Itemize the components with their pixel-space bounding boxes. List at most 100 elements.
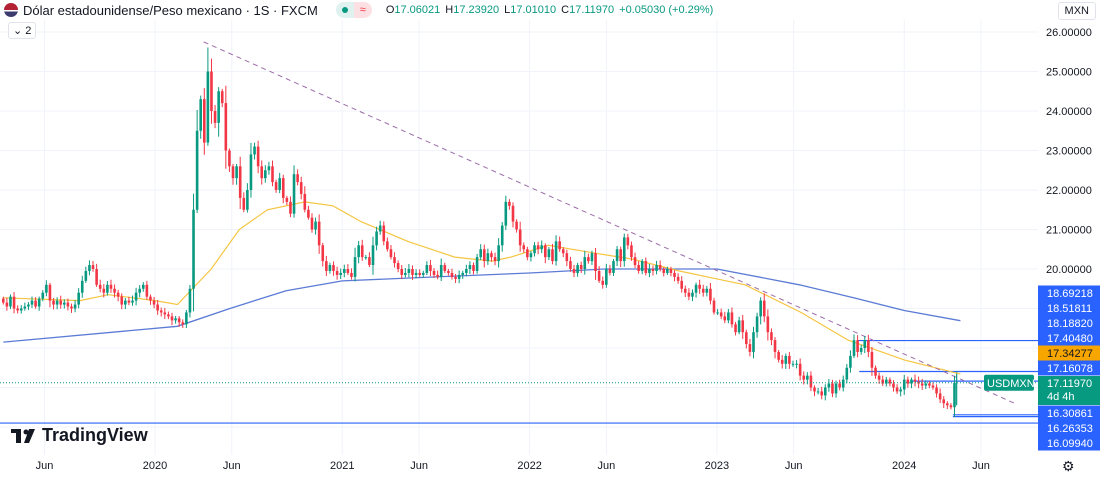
candle [303,186,307,213]
candle [493,252,497,266]
candle-body [820,391,823,396]
candle-body [447,270,450,273]
candle [378,220,382,235]
candle-body [73,304,77,309]
x-tick-label: Jun [785,460,803,472]
delayed-data-icon[interactable]: ≈ [353,2,372,18]
candle [892,380,895,392]
candle-body [946,403,949,406]
candle [666,266,669,275]
candle-body [508,201,511,206]
candle [515,219,518,233]
candle-body [666,269,669,273]
candle [734,321,737,336]
candle [953,375,956,417]
candle-body [307,209,310,218]
market-open-icon[interactable] [335,2,354,18]
candle-body [888,379,892,384]
candle-body [698,284,701,289]
candle [386,237,389,252]
candle [802,371,806,385]
candle [723,311,727,324]
candle-body [468,265,472,269]
candle-body [899,389,902,392]
candle [281,174,285,204]
ma-fast-line [3,201,961,375]
candle-body [572,269,576,273]
candle [59,295,63,309]
candle [156,300,159,315]
ma-slow-line [3,268,961,343]
candle [931,382,935,390]
candle [773,337,777,359]
candle-body [12,296,16,309]
candle [106,280,109,296]
candle [457,270,461,284]
settings-gear-icon[interactable]: ⚙ [1062,458,1075,474]
candle [124,297,127,310]
candle-body [37,298,41,307]
candle-body [511,205,515,222]
candle [285,195,289,206]
candle-body [529,253,533,258]
candle-body [601,280,605,285]
candle-body [583,257,587,269]
candle-body [210,71,213,111]
candle-body [867,340,870,352]
currency-selector[interactable]: MXN [1057,2,1096,20]
candle-body [680,280,684,289]
candle [141,282,145,292]
indicators-toggle[interactable]: ⌄ 2 [8,22,37,39]
candle [267,161,271,175]
candle-body [34,300,37,307]
candle [357,240,360,264]
candle [885,376,888,387]
candle [163,307,167,319]
candle [881,375,885,386]
candle [709,283,712,305]
candle [91,260,95,272]
candle-body [928,383,931,386]
candle-body [167,314,170,317]
candle [795,360,798,369]
candle-body [242,197,246,210]
symbol-title[interactable]: Dólar estadounidense/Peso mexicano · 1S … [23,2,318,18]
candle [41,290,45,302]
candle-body [709,288,712,301]
price-label-bg [1038,435,1100,451]
candle [658,260,662,272]
candle [296,169,299,186]
candle [637,261,640,274]
candle-body [533,245,536,254]
candle-body [238,166,242,198]
price-label-bg [1038,420,1100,436]
candle [583,250,587,275]
candle [350,268,353,280]
candle-body [612,261,615,273]
candle [238,156,242,209]
candle-body [396,263,400,269]
candle-body [806,375,809,380]
candle [737,316,741,335]
x-tick-label: Jun [36,460,54,472]
x-tick-label: 2020 [143,460,167,472]
candle [102,284,106,298]
candle-body [615,249,619,262]
tradingview-logo[interactable]: TradingView [11,425,148,446]
candle-body [52,300,55,305]
candle-body [953,382,956,408]
candle [66,298,70,311]
candle-body [66,302,70,307]
candle [472,262,475,275]
candle [863,336,867,354]
candle-body [630,245,633,258]
candle-body [267,166,271,171]
candle [411,265,414,280]
candle-body [253,146,256,155]
candle-body [299,182,303,194]
candle [439,258,443,281]
candle [407,263,411,278]
chevron-down-icon: ⌄ [13,25,26,37]
candle [264,165,267,183]
